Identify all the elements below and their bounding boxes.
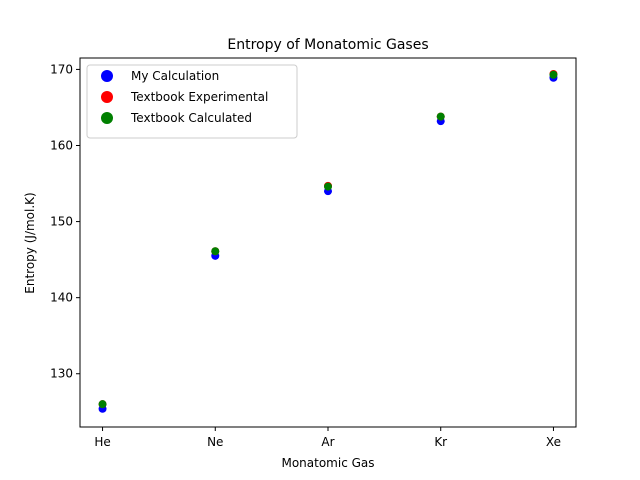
x-tick-label: Ar	[321, 435, 334, 449]
plot-area: He Ne Ar Kr Xe 130 140 150 160 170	[50, 57, 577, 449]
y-axis-label: Entropy (J/mol.K)	[23, 192, 37, 293]
legend-marker	[101, 112, 113, 124]
x-tick-label: Kr	[434, 435, 447, 449]
legend-label: My Calculation	[131, 69, 219, 83]
legend-label: Textbook Calculated	[130, 111, 252, 125]
y-tick-label: 140	[50, 291, 73, 305]
data-point	[324, 182, 332, 191]
y-tick-label: 130	[50, 367, 73, 381]
legend-marker	[101, 70, 113, 82]
y-tick-label: 170	[50, 62, 73, 76]
data-point	[549, 70, 558, 79]
data-point	[98, 400, 107, 409]
data-point	[436, 112, 445, 121]
x-tick-label: Xe	[546, 435, 561, 449]
data-point	[211, 247, 220, 256]
series-2	[98, 70, 558, 409]
legend-marker	[101, 91, 113, 103]
legend-label: Textbook Experimental	[130, 90, 268, 104]
y-tick-label: 150	[50, 215, 73, 229]
x-tick-label: Ne	[207, 435, 223, 449]
y-tick-label: 160	[50, 138, 73, 152]
legend-box	[86, 64, 298, 139]
x-tick-label: He	[94, 435, 110, 449]
chart-title: Entropy of Monatomic Gases	[227, 37, 428, 53]
legend: My Calculation Textbook Experimental Textb…	[86, 64, 298, 139]
x-axis-label: Monatomic Gas	[281, 456, 374, 470]
